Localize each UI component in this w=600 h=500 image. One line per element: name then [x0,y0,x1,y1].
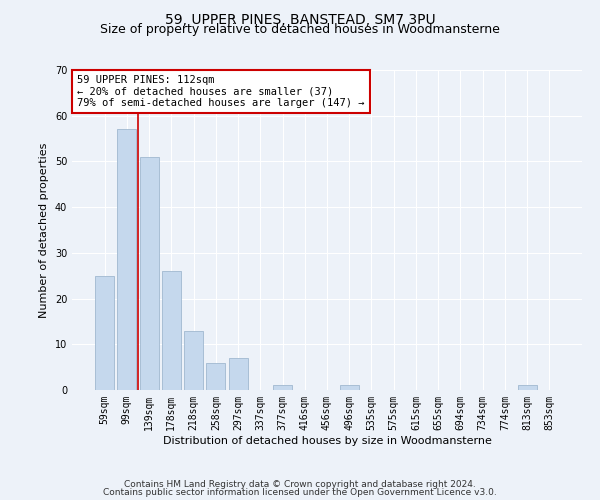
Bar [140,157,158,390]
X-axis label: Distribution of detached houses by size in Woodmansterne: Distribution of detached houses by size … [163,436,491,446]
Bar [206,362,225,390]
Bar [162,271,181,390]
Text: Contains public sector information licensed under the Open Government Licence v3: Contains public sector information licen… [103,488,497,497]
Bar [184,330,203,390]
Bar [518,386,536,390]
Text: Contains HM Land Registry data © Crown copyright and database right 2024.: Contains HM Land Registry data © Crown c… [124,480,476,489]
Y-axis label: Number of detached properties: Number of detached properties [39,142,49,318]
Bar [273,386,292,390]
Text: Size of property relative to detached houses in Woodmansterne: Size of property relative to detached ho… [100,22,500,36]
Text: 59, UPPER PINES, BANSTEAD, SM7 3PU: 59, UPPER PINES, BANSTEAD, SM7 3PU [164,12,436,26]
Bar [340,386,359,390]
Text: 59 UPPER PINES: 112sqm
← 20% of detached houses are smaller (37)
79% of semi-det: 59 UPPER PINES: 112sqm ← 20% of detached… [77,75,365,108]
Bar [118,130,136,390]
Bar [229,358,248,390]
Bar [95,276,114,390]
